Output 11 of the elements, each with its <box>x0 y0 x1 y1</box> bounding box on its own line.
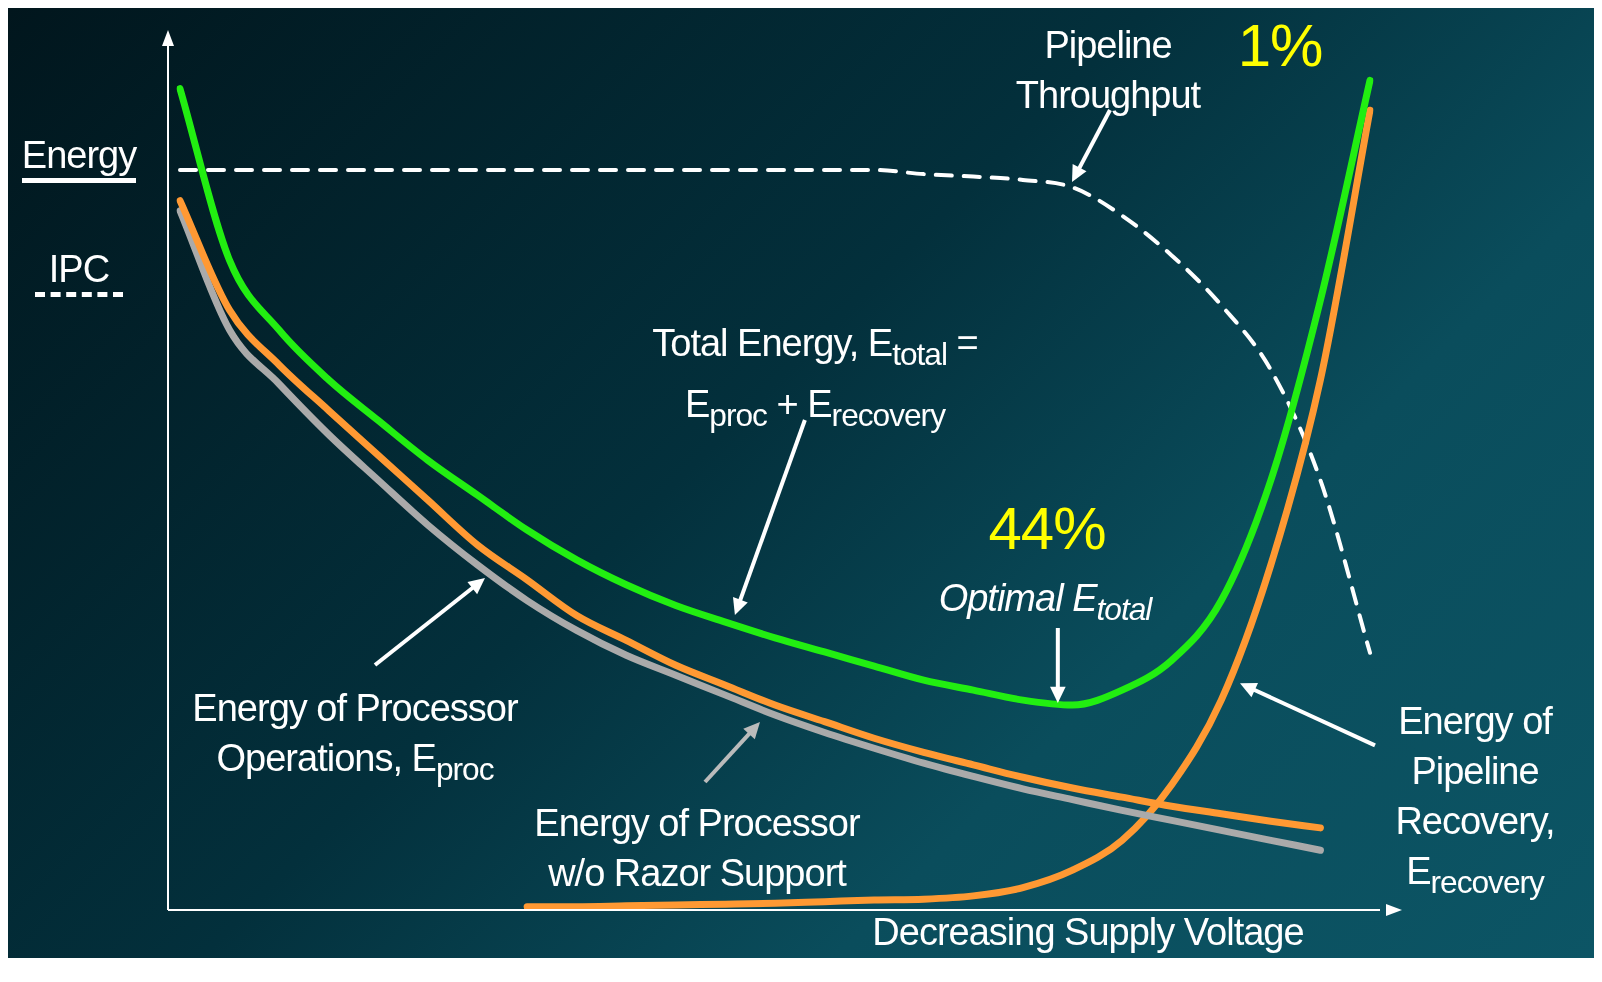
text: Energy of Pipeline Recovery, E$_{recovery}$ <box>1394 699 1556 902</box>
text: 1% <box>1237 12 1323 79</box>
y-axis-title: Energy <box>21 134 137 183</box>
annotation: Energy of Processor w/o Razor Support <box>533 801 861 896</box>
annotation: Energy of Processor Operations, E$_{proc}$ <box>191 686 519 789</box>
annotation: 44% <box>987 494 1107 564</box>
x-axis-title: Decreasing Supply Voltage <box>871 910 1305 954</box>
annotation: Optimal E$_{total}$ <box>937 576 1154 629</box>
text: Total Energy, E$_{total}$ = E$_{proc}$ + E$_{recovery}$ <box>652 322 978 433</box>
y2-axis-title: IPC <box>34 248 124 297</box>
annotation: Pipeline Throughput <box>1014 23 1202 118</box>
